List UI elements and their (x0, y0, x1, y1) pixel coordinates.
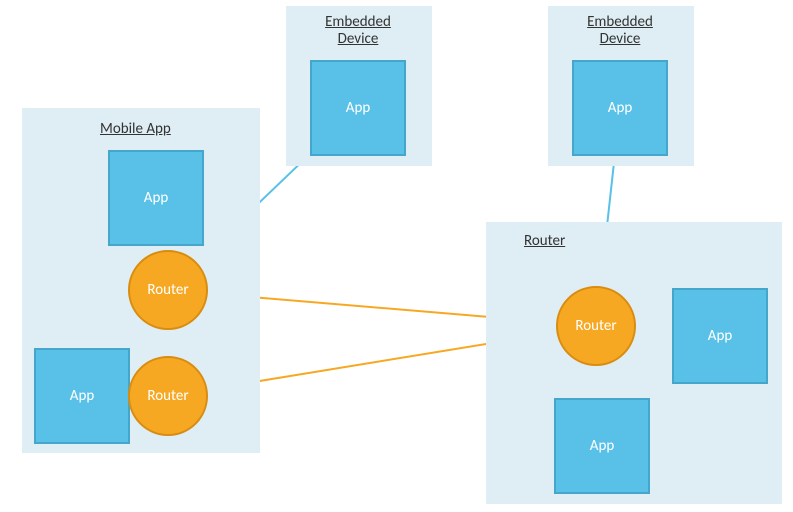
app-label: App (70, 387, 94, 405)
app-label: App (590, 437, 614, 455)
router-label: Router (147, 281, 188, 299)
app-label: App (608, 99, 632, 117)
router-label: Router (147, 387, 188, 405)
app-box: App (554, 398, 650, 494)
app-box: App (672, 288, 768, 384)
container-label-embed1: EmbeddedDevice (318, 14, 398, 49)
router-node: Router (128, 250, 208, 330)
router-node: Router (556, 286, 636, 366)
app-box: App (572, 60, 668, 156)
container-label-embed2: EmbeddedDevice (580, 14, 660, 49)
container-label-mobile: Mobile App (100, 120, 171, 138)
app-box: App (310, 60, 406, 156)
app-box: App (108, 150, 204, 246)
router-node: Router (128, 356, 208, 436)
container-label-router_c: Router (524, 232, 565, 250)
app-label: App (708, 327, 732, 345)
router-label: Router (575, 317, 616, 335)
app-label: App (144, 189, 168, 207)
app-label: App (346, 99, 370, 117)
app-box: App (34, 348, 130, 444)
